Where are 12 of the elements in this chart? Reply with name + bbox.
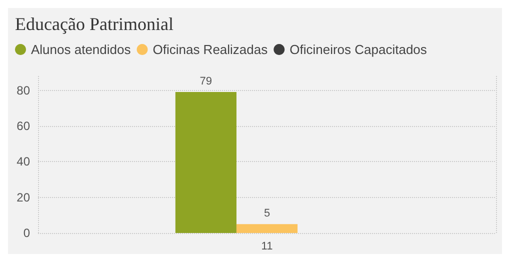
chart-title: Educação Patrimonial <box>15 14 174 34</box>
y-tick-label: 40 <box>16 154 30 169</box>
x-tick-label: 11 <box>261 240 273 252</box>
data-label: 5 <box>264 208 270 220</box>
legend-label: Oficineiros Capacitados <box>290 42 428 57</box>
legend-label: Oficinas Realizadas <box>152 42 268 57</box>
y-tick-label: 0 <box>23 226 30 240</box>
data-label: 79 <box>200 76 212 88</box>
legend-label: Alunos atendidos <box>31 42 132 57</box>
y-tick-label: 60 <box>16 118 30 133</box>
y-tick-label: 20 <box>16 190 30 204</box>
y-tick-label: 80 <box>16 83 30 98</box>
